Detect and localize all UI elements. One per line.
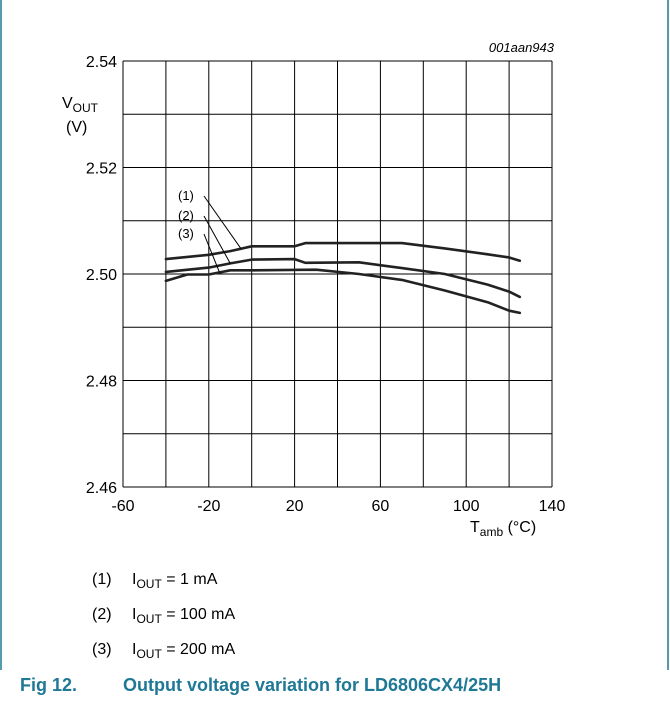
- legend-item-1: (1) IOUT = 1 mA: [92, 568, 235, 603]
- figure-code: 001aan943: [489, 40, 555, 55]
- series-lines: [164, 241, 522, 315]
- legend-symbol: I: [132, 571, 137, 588]
- x-tick-label: -20: [197, 498, 220, 515]
- curve-tags: (1) (2) (3): [178, 188, 242, 273]
- legend: (1) IOUT = 1 mA (2) IOUT = 100 mA (3) IOUT …: [92, 568, 235, 673]
- legend-subscript: OUT: [136, 612, 162, 627]
- legend-subscript: OUT: [136, 647, 162, 662]
- legend-text: = 1 mA: [161, 571, 218, 588]
- curve-tag-2: (2): [178, 208, 194, 223]
- x-tick-label: -60: [111, 498, 134, 515]
- y-tick-label: 2.48: [86, 374, 117, 391]
- legend-text: = 200 mA: [161, 641, 236, 658]
- x-tick-label: 20: [286, 498, 304, 515]
- curve-tag-leader-2: [203, 215, 231, 264]
- legend-number: (1): [92, 571, 112, 588]
- legend-number: (3): [92, 641, 112, 658]
- figure-number: Fig 12.: [20, 675, 78, 695]
- x-axis-label: Tamb (°C): [470, 519, 536, 539]
- series-line-2: [164, 257, 522, 299]
- legend-text: = 100 mA: [161, 606, 236, 623]
- x-tick-label: 100: [453, 498, 480, 515]
- curve-tag-leader-3: [203, 233, 220, 273]
- legend-symbol: I: [132, 606, 137, 623]
- curve-tag-leader-1: [203, 195, 242, 249]
- y-axis-unit: (V): [66, 119, 87, 136]
- curve-tag-3: (3): [178, 226, 194, 241]
- voltage-chart: 001aan943 VOUT (V) 2.462.482.502.522.54 …: [62, 40, 565, 539]
- legend-number: (2): [92, 606, 112, 623]
- legend-item-3: (3) IOUT = 200 mA: [92, 638, 235, 673]
- grid: [122, 60, 553, 488]
- y-tick-label: 2.46: [86, 480, 117, 497]
- y-tick-label: 2.54: [86, 54, 117, 71]
- figure-caption: Fig 12. Output voltage variation for LD68…: [20, 675, 501, 696]
- y-tick-label: 2.50: [86, 267, 117, 284]
- curve-tag-1: (1): [178, 188, 194, 203]
- x-tick-labels: -60 -20 20 60 100 140: [111, 498, 565, 515]
- y-tick-labels: 2.46 2.48 2.50 2.52 2.54: [86, 54, 117, 497]
- legend-subscript: OUT: [136, 577, 162, 592]
- y-tick-label: 2.52: [86, 161, 117, 178]
- legend-item-2: (2) IOUT = 100 mA: [92, 603, 235, 638]
- y-axis-label: VOUT: [62, 95, 99, 115]
- series-line-1: [164, 241, 522, 263]
- x-tick-label: 60: [372, 498, 390, 515]
- legend-symbol: I: [132, 641, 137, 658]
- x-tick-label: 140: [539, 498, 566, 515]
- figure-title: Output voltage variation for LD6806CX4/2…: [123, 675, 502, 695]
- series-line-3: [164, 268, 522, 315]
